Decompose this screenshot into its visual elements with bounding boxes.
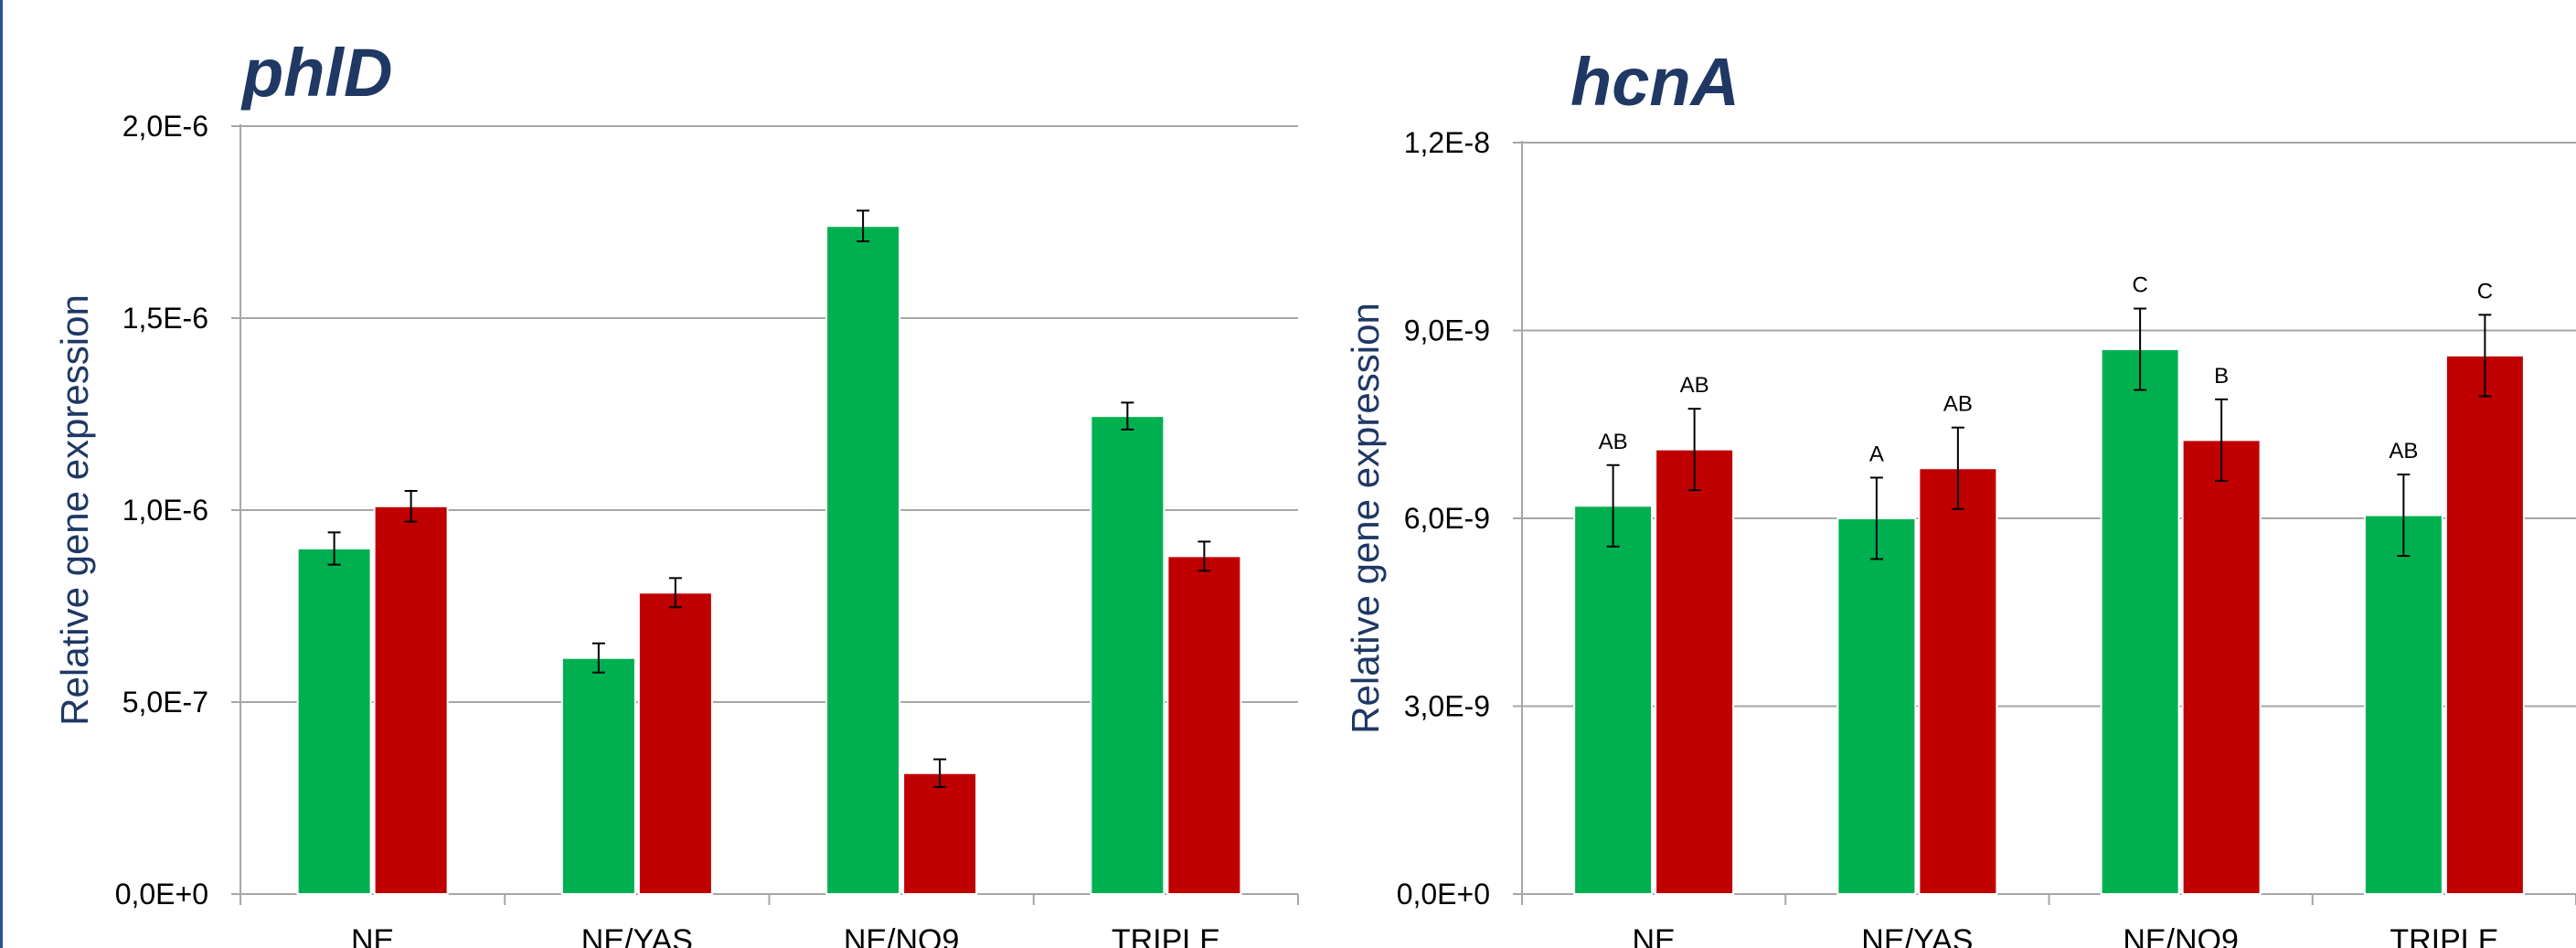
bar [1655, 448, 1735, 895]
bar [902, 772, 978, 896]
slide-frame-border [0, 0, 3, 948]
significance-label: AB [1943, 392, 1973, 417]
x-category-label: NE/YAS [581, 923, 693, 948]
bar [2444, 354, 2525, 895]
x-category-label: NE [351, 923, 394, 948]
y-tick-label: 1,0E-6 [122, 494, 208, 527]
bar [1918, 467, 1998, 895]
chart-hcna: 0,0E+0 3,0E-9 6,0E-9 9,0E-9 1,2E-8 AB AB NE A AB N… [1344, 44, 2576, 948]
significance-label: AB [2389, 439, 2418, 463]
bar [1573, 505, 1654, 895]
x-category-label: NE/NO9 [2123, 923, 2239, 948]
y-tick-label: 1,5E-6 [122, 302, 208, 335]
x-category-label: TRIPLE [1112, 923, 1220, 948]
chart-title: hcnA [1570, 44, 1740, 120]
y-tick-label: 0,0E+0 [115, 878, 208, 911]
bar [2181, 439, 2262, 895]
y-tick-label: 1,2E-8 [1404, 126, 1490, 159]
significance-label: AB [1680, 373, 1709, 398]
y-tick-label: 5,0E-7 [122, 686, 208, 719]
bar [373, 505, 449, 895]
y-tick-label: 3,0E-9 [1404, 690, 1490, 723]
significance-label: AB [1599, 430, 1628, 454]
significance-label: C [2132, 273, 2147, 298]
significance-label: A [1869, 442, 1884, 466]
x-category-label: TRIPLE [2390, 923, 2498, 948]
bar [2363, 514, 2443, 895]
y-tick-label: 6,0E-9 [1404, 502, 1490, 535]
y-tick-label: 0,0E+0 [1397, 878, 1490, 911]
y-axis-title: Relative gene expression [53, 294, 96, 726]
chart-title: phlD [240, 35, 392, 111]
bar [1090, 415, 1166, 896]
bar [1836, 517, 1917, 895]
chart-phld: 0,0E+0 5,0E-7 1,0E-6 1,5E-6 2,0E-6 NE NE/YAS NE… [53, 35, 1299, 948]
y-axis-title: Relative gene expression [1344, 303, 1387, 734]
bar [637, 591, 713, 895]
x-category-label: NE [1633, 923, 1676, 948]
significance-label: B [2214, 364, 2229, 389]
bar [560, 656, 636, 895]
bar [296, 548, 372, 895]
bar [825, 225, 901, 895]
x-category-label: NE/NO9 [844, 923, 960, 948]
significance-label: C [2477, 279, 2493, 304]
y-tick-label: 9,0E-9 [1404, 314, 1490, 347]
x-category-label: NE/YAS [1861, 923, 1973, 948]
bar [1166, 555, 1242, 896]
bar [2100, 348, 2180, 895]
y-tick-label: 2,0E-6 [122, 110, 208, 143]
